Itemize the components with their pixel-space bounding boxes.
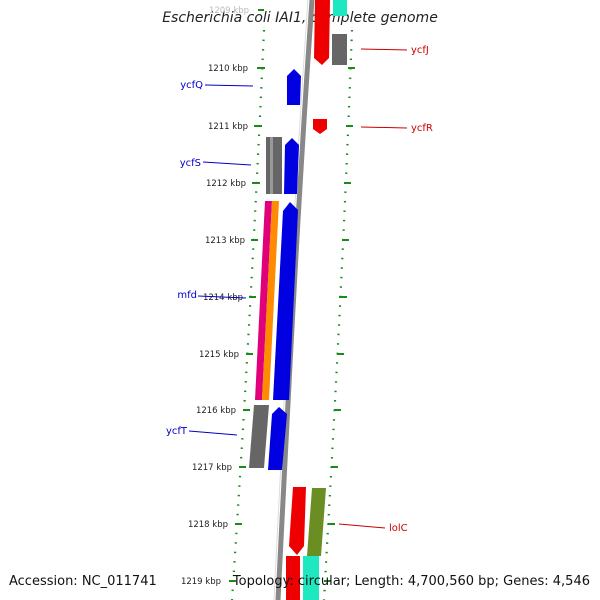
gene-mfd-magenta-feature[interactable] [255, 201, 272, 400]
accession-text: Accession: NC_011741 [9, 574, 157, 589]
gene-downstream-red-feature[interactable] [286, 556, 300, 600]
outer-ruler-track [322, 29, 354, 600]
gene-ycfJ-grey-feature[interactable] [332, 34, 347, 65]
tick-label-1219: 1219 kbp [181, 577, 221, 587]
tick-label-1211: 1211 kbp [208, 122, 248, 132]
tick-label-1212: 1212 kbp [206, 179, 246, 189]
tick-label-1209: 1209 kbp [209, 6, 249, 16]
genome-title: Escherichia coli IAI1, complete genome [162, 10, 438, 26]
gene-ycfQ-arrow[interactable] [287, 69, 301, 105]
gene-lolC-arrow[interactable] [289, 487, 306, 555]
gene-ycfJ-cyan-feature[interactable] [333, 0, 347, 16]
inner-ruler-track [230, 29, 266, 600]
gene-ycfS-grey-feature[interactable] [266, 137, 282, 194]
tick-label-1213: 1213 kbp [205, 236, 245, 246]
gene-lolC-olive-feature[interactable] [307, 488, 326, 556]
tick-label-1218: 1218 kbp [188, 520, 228, 530]
tick-label-1210: 1210 kbp [208, 64, 248, 74]
gene-label-ycfR[interactable]: ycfR [411, 123, 433, 134]
gene-ycfT-arrow[interactable] [268, 407, 287, 470]
gene-mfd-orange-feature[interactable] [262, 201, 279, 400]
leader-ycfT [188, 430, 238, 436]
tick-label-1217: 1217 kbp [192, 463, 232, 473]
gene-label-mfd[interactable]: mfd [177, 290, 197, 301]
gene-label-ycfS[interactable]: ycfS [180, 158, 201, 169]
gene-label-lolC[interactable]: lolC [389, 523, 408, 534]
gene-label-ycfT[interactable]: ycfT [166, 426, 188, 437]
leader-ycfS [202, 161, 252, 166]
forward-features [249, 69, 301, 470]
leader-mfd [197, 295, 247, 299]
tick-label-1216: 1216 kbp [196, 406, 236, 416]
gene-label-ycfQ[interactable]: ycfQ [180, 80, 203, 91]
gene-mfd-arrow[interactable] [273, 202, 298, 400]
leader-lolC [338, 523, 386, 529]
gene-ycfS-grey-highlight [270, 137, 273, 194]
leader-ycfR [360, 126, 408, 129]
topology-text: Topology: circular; Length: 4,700,560 bp… [232, 574, 590, 589]
gene-downstream-cyan-feature[interactable] [303, 556, 319, 600]
gene-ycfS-arrow[interactable] [284, 138, 299, 194]
reverse-features [286, 0, 347, 600]
tick-label-1214: 1214 kbp [203, 293, 243, 303]
kbp-ticks: 1209 kbp 1210 kbp 1211 kbp 1212 kbp 1213… [181, 6, 355, 587]
leader-ycfJ [360, 48, 408, 51]
gene-label-ycfJ[interactable]: ycfJ [411, 45, 429, 56]
gene-ycfT-grey-feature[interactable] [249, 405, 269, 468]
tick-label-1215: 1215 kbp [199, 350, 239, 360]
leader-ycfQ [204, 84, 254, 87]
gene-labels: ycfQ ycfS mfd ycfT ycfJ ycfR lolC [166, 45, 433, 534]
label-leaders [188, 48, 408, 529]
gene-ycfR-arrow[interactable] [313, 119, 327, 134]
gene-ycfJ-arrow[interactable] [314, 0, 330, 65]
